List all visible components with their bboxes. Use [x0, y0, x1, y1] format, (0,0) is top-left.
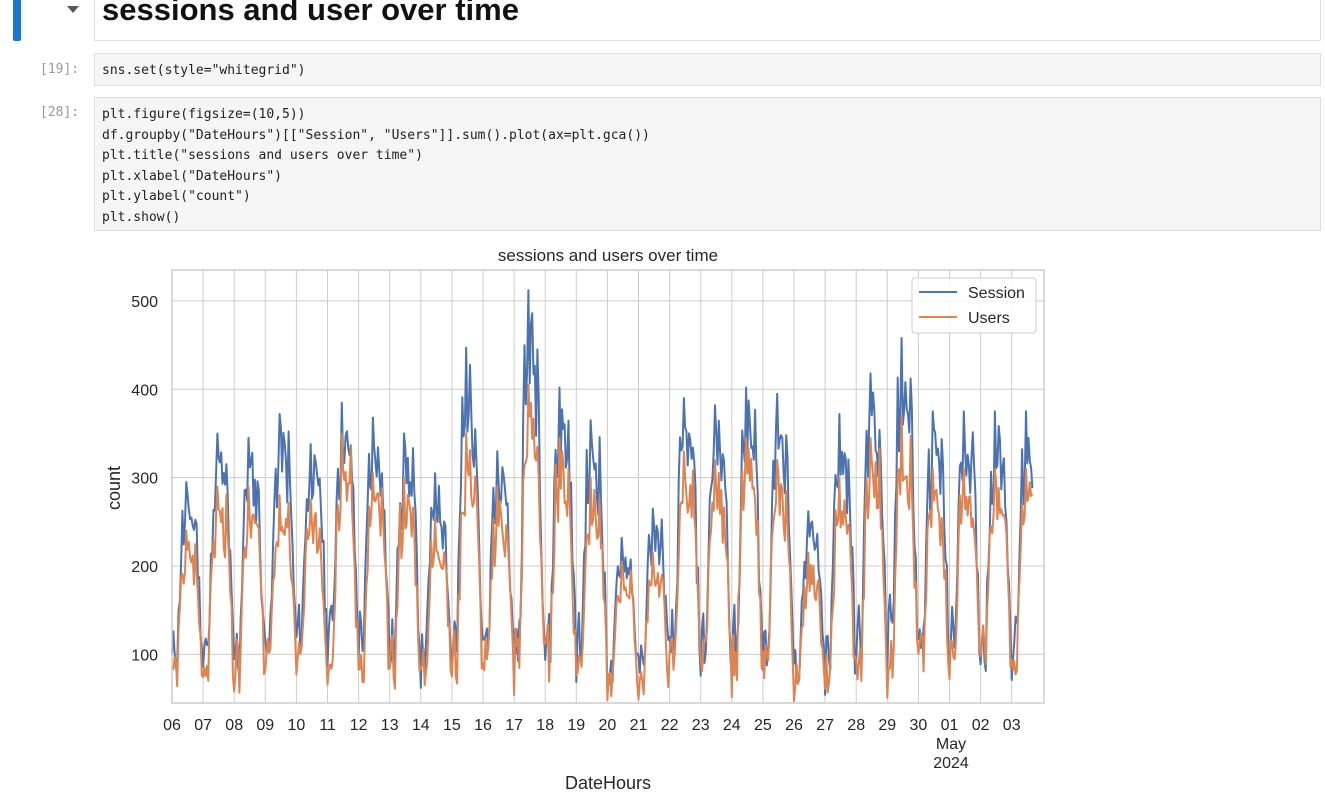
x-tick-label: 18 [536, 717, 554, 734]
x-tick-label: 11 [319, 717, 336, 734]
code-line: sns.set(style="whitegrid") [102, 63, 306, 78]
x-tick-label: 12 [350, 717, 368, 734]
active-cell-indicator[interactable] [13, 0, 21, 41]
x-tick-label: 08 [225, 717, 243, 734]
x-tick-label: 10 [288, 717, 306, 734]
x-tick-label: 07 [194, 717, 212, 734]
x-tick-label: 03 [1003, 717, 1021, 734]
x-tick-label: 15 [443, 717, 461, 734]
code-cell-19[interactable]: sns.set(style="whitegrid") [94, 53, 1321, 86]
cell-prompt-19: [19]: [40, 62, 80, 77]
y-tick-label: 100 [131, 647, 158, 664]
code-line: plt.xlabel("DateHours") [102, 168, 283, 184]
chart-output: sessions and users over time 100 200 300 40… [104, 246, 1045, 793]
code-cell-28[interactable]: plt.figure(figsize=(10,5)) df.groupby("D… [94, 97, 1321, 231]
code-line: plt.ylabel("count") [102, 189, 251, 204]
x-tick-label: 30 [910, 717, 928, 734]
plot-frame [171, 269, 1045, 704]
x-tick-label: 19 [567, 717, 585, 734]
x-tick-label: 06 [163, 717, 181, 734]
x-tick-label: 22 [661, 717, 679, 734]
chart-title: sessions and users over time [498, 246, 718, 265]
legend-label-session: Session [968, 285, 1025, 302]
x-tick-label: 25 [754, 717, 772, 734]
x-tick-label: 02 [972, 717, 990, 734]
code-line: plt.figure(figsize=(10,5)) [102, 107, 306, 122]
x-tick-label: 26 [785, 717, 803, 734]
collapse-heading-icon[interactable] [67, 6, 79, 13]
y-axis-label: count [104, 466, 124, 510]
x-tick-label: 01 [941, 717, 959, 734]
x-tick-label: 21 [630, 717, 648, 734]
y-tick-label: 400 [131, 382, 158, 399]
x-tick-label: 28 [847, 717, 865, 734]
legend: Session Users [911, 277, 1037, 334]
markdown-heading: sessions and user over time [102, 0, 519, 27]
x-tick-month: May [936, 736, 966, 753]
x-tick-label: 13 [381, 717, 399, 734]
x-tick-label: 20 [599, 717, 617, 734]
series-line-session [171, 289, 1034, 696]
x-tick-labels: 06 07 08 09 10 11 12 13 14 15 16 17 18 19 20 21 22 23 24 25… [163, 717, 1021, 734]
y-tick-label: 300 [131, 471, 158, 488]
x-tick-label: 24 [723, 717, 741, 734]
x-tick-label: 27 [816, 717, 834, 734]
markdown-cell[interactable]: sessions and user over time [94, 0, 1321, 41]
series-line-users [171, 383, 1034, 703]
x-tick-label: 14 [412, 717, 430, 734]
code-line: plt.show() [102, 209, 181, 225]
x-tick-label: 23 [692, 717, 710, 734]
y-tick-label: 200 [131, 559, 158, 576]
x-tick-label: 17 [505, 717, 523, 734]
x-tick-label: 29 [878, 717, 896, 734]
legend-label-users: Users [968, 310, 1010, 327]
x-tick-label: 16 [474, 717, 492, 734]
x-axis-label: DateHours [565, 773, 651, 793]
series-lines [171, 289, 1034, 703]
cell-prompt-28: [28]: [40, 105, 80, 120]
code-line: df.groupby("DateHours")[["Session", "Use… [102, 127, 650, 143]
y-tick-label: 500 [131, 294, 158, 311]
x-tick-label: 09 [256, 717, 274, 734]
y-tick-labels: 100 200 300 400 500 [131, 294, 158, 664]
x-tick-year: 2024 [933, 755, 969, 772]
code-line: plt.title("sessions and users over time"… [102, 148, 423, 163]
